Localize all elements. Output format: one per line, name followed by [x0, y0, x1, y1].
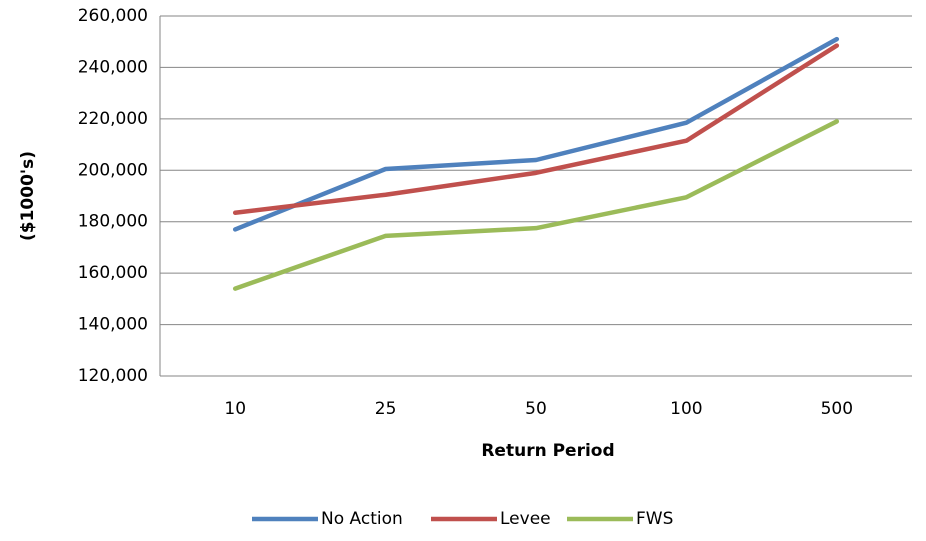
legend-label: Levee	[500, 509, 551, 529]
y-tick-label: 120,000	[78, 366, 148, 386]
y-tick-label: 240,000	[78, 57, 148, 77]
series-line	[232, 43, 840, 215]
y-tick-label: 260,000	[78, 6, 148, 26]
legend-label: FWS	[636, 509, 673, 529]
x-axis-label: Return Period	[481, 441, 614, 461]
y-tick-label: 160,000	[78, 263, 148, 283]
x-tick-label: 100	[670, 399, 702, 419]
x-tick-label: 50	[525, 399, 547, 419]
series-line	[232, 36, 840, 232]
y-axis-label: ($1000's)	[18, 151, 38, 241]
legend-label: No Action	[321, 509, 403, 529]
x-tick-label: 25	[375, 399, 397, 419]
y-tick-label: 200,000	[78, 160, 148, 180]
y-tick-label: 220,000	[78, 109, 148, 129]
y-tick-label: 140,000	[78, 315, 148, 335]
series-line	[232, 119, 840, 291]
x-tick-label: 500	[821, 399, 853, 419]
y-tick-label: 180,000	[78, 212, 148, 232]
x-tick-label: 10	[224, 399, 246, 419]
